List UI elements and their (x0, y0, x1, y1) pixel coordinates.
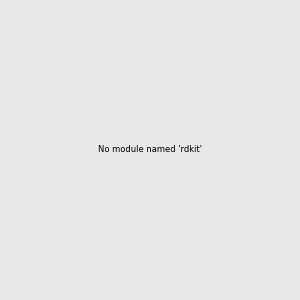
Text: No module named 'rdkit': No module named 'rdkit' (98, 146, 202, 154)
